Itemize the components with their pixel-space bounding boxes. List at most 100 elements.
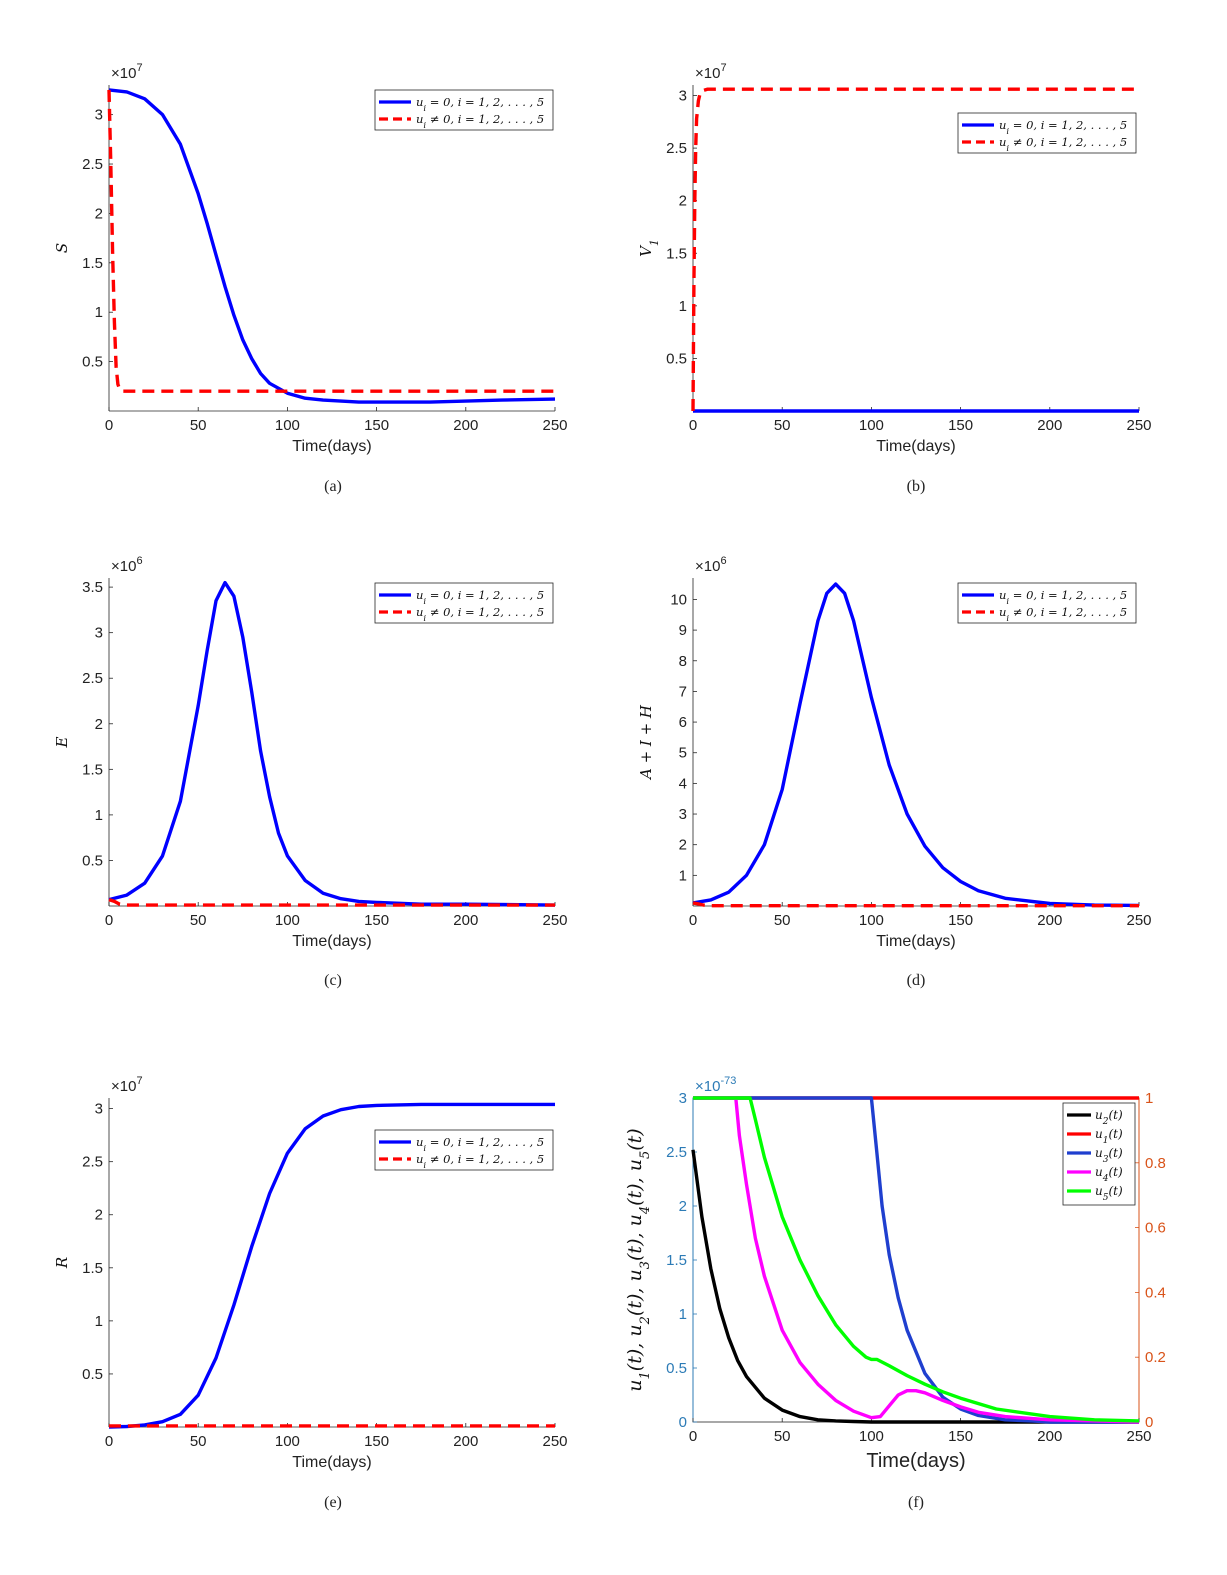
x-tick-label: 250: [1126, 417, 1151, 434]
y-tick-label: 0.5: [666, 1360, 687, 1377]
x-tick-label: 100: [859, 1428, 884, 1445]
y-tick-label: 3: [679, 88, 687, 105]
series-line-uncontrolled: [108, 88, 556, 404]
axis-exponent: ×106: [695, 555, 727, 575]
x-tick-label: 100: [275, 912, 300, 929]
legend-entry: u1(t): [1095, 1127, 1123, 1146]
y-tick-label: 1: [679, 1306, 687, 1323]
x-tick-label: 0: [689, 417, 697, 434]
y-right-tick-label: 0.4: [1145, 1284, 1166, 1301]
x-axis-label: Time(days): [292, 1454, 371, 1471]
x-tick-label: 50: [190, 417, 207, 434]
x-tick-label: 150: [948, 912, 973, 929]
legend-entry: ui = 0, i = 1, 2, . . . , 5: [416, 95, 544, 114]
legend: ui = 0, i = 1, 2, . . . , 5ui ≠ 0, i = 1…: [957, 112, 1137, 154]
legend: ui = 0, i = 1, 2, . . . , 5ui ≠ 0, i = 1…: [374, 1129, 554, 1171]
series-line-controlled: [692, 901, 1139, 908]
x-tick-label: 150: [364, 417, 389, 434]
y-tick-label: 2.5: [82, 1154, 103, 1171]
series-line-controlled: [691, 87, 1139, 412]
legend-box: [374, 1129, 554, 1171]
legend-entry: ui ≠ 0, i = 1, 2, . . . , 5: [999, 135, 1127, 154]
x-tick-label: 50: [190, 912, 207, 929]
panel-caption: (b): [907, 478, 926, 495]
y-right-tick-label: 1: [1145, 1090, 1153, 1107]
y-tick-label: 2.5: [666, 1144, 687, 1161]
x-tick-label: 0: [689, 912, 697, 929]
y-tick-label: 5: [679, 745, 687, 762]
y-tick-label: 3: [95, 107, 103, 124]
y-tick-label: 1.5: [82, 1260, 103, 1277]
y-tick-label: 2.5: [82, 156, 103, 173]
x-tick-label: 50: [774, 417, 791, 434]
y-tick-label: 6: [679, 714, 687, 731]
x-tick-label: 50: [774, 912, 791, 929]
axis-exponent: ×107: [111, 1075, 143, 1095]
series-line-uncontrolled: [692, 582, 1140, 908]
x-tick-label: 150: [364, 1433, 389, 1450]
legend-entry: u2(t): [1095, 1108, 1123, 1127]
legend-entry: u4(t): [1095, 1165, 1123, 1184]
x-tick-label: 200: [453, 417, 478, 434]
x-tick-label: 200: [453, 912, 478, 929]
x-tick-label: 250: [1126, 912, 1151, 929]
y-tick-label: 3: [679, 1090, 687, 1107]
y-tick-label: 0: [679, 1414, 687, 1431]
legend-box: [957, 112, 1137, 154]
axis-exponent: ×107: [111, 62, 143, 82]
x-tick-label: 250: [542, 1433, 567, 1450]
y-tick-label: 2.5: [82, 670, 103, 687]
y-tick-label: 0.5: [666, 350, 687, 367]
axis-exponent: ×107: [695, 62, 727, 82]
x-tick-label: 100: [275, 1433, 300, 1450]
y-tick-label: 8: [679, 653, 687, 670]
y-tick-label: 0.5: [82, 852, 103, 869]
x-tick-label: 0: [689, 1428, 697, 1445]
legend: u2(t)u1(t)u3(t)u4(t)u5(t): [1062, 1102, 1136, 1206]
y-tick-label: 3: [95, 1101, 103, 1118]
chart-e: 0 50 100 150 200 250 0.5 1 1.5 2 2.5 3 ×107 Time(days…: [53, 1075, 568, 1511]
legend-box: [374, 89, 554, 131]
y-tick-label: 1.5: [82, 255, 103, 272]
y-tick-label: 0.5: [82, 1366, 103, 1383]
y-axis-label: S: [53, 243, 71, 253]
legend-entry: ui = 0, i = 1, 2, . . . , 5: [416, 588, 544, 607]
y-tick-label: 1: [679, 867, 687, 884]
y-tick-label: 1.5: [82, 761, 103, 778]
x-tick-label: 250: [542, 912, 567, 929]
y-tick-label: 1.5: [666, 1252, 687, 1269]
x-axis-label: Time(days): [292, 438, 371, 455]
x-tick-label: 200: [1037, 1428, 1062, 1445]
panel-caption: (d): [907, 972, 926, 989]
x-tick-label: 200: [1037, 912, 1062, 929]
chart-c: 0 50 100 150 200 250 0.5 1 1.5 2 2.5 3 3.5 ×106 Time(d…: [53, 555, 568, 989]
series-line-u5: [693, 1096, 1140, 1423]
y-tick-label: 2: [95, 1207, 103, 1224]
legend-entry: ui = 0, i = 1, 2, . . . , 5: [999, 118, 1127, 137]
x-tick-label: 0: [105, 1433, 113, 1450]
legend-box: [374, 582, 554, 624]
chart-f: 0 50 100 150 200 25000.511.522.5300.20.40.60.…: [624, 1075, 1166, 1511]
legend-entry: u3(t): [1095, 1146, 1123, 1165]
y-right-tick-label: 0: [1145, 1414, 1153, 1431]
y-right-tick-label: 0.6: [1145, 1220, 1166, 1237]
axis-exponent: ×10-73: [695, 1075, 736, 1095]
y-tick-label: 2: [679, 837, 687, 854]
y-tick-label: 1: [95, 304, 103, 321]
y-axis-label: A + I + H: [637, 704, 655, 781]
legend-entry: ui ≠ 0, i = 1, 2, . . . , 5: [416, 605, 544, 624]
y-tick-label: 3.5: [82, 579, 103, 596]
y-tick-label: 9: [679, 622, 687, 639]
y-tick-label: 0.5: [82, 354, 103, 371]
y-axis-label: E: [53, 736, 71, 748]
y-right-tick-label: 0.2: [1145, 1349, 1166, 1366]
x-tick-label: 250: [1126, 1428, 1151, 1445]
panel-caption: (f): [908, 1494, 924, 1511]
x-tick-label: 100: [275, 417, 300, 434]
y-tick-label: 2: [679, 193, 687, 210]
x-tick-label: 50: [774, 1428, 791, 1445]
y-tick-label: 2.5: [666, 140, 687, 157]
series-line-u2: [691, 1149, 1139, 1424]
y-tick-label: 3: [95, 625, 103, 642]
